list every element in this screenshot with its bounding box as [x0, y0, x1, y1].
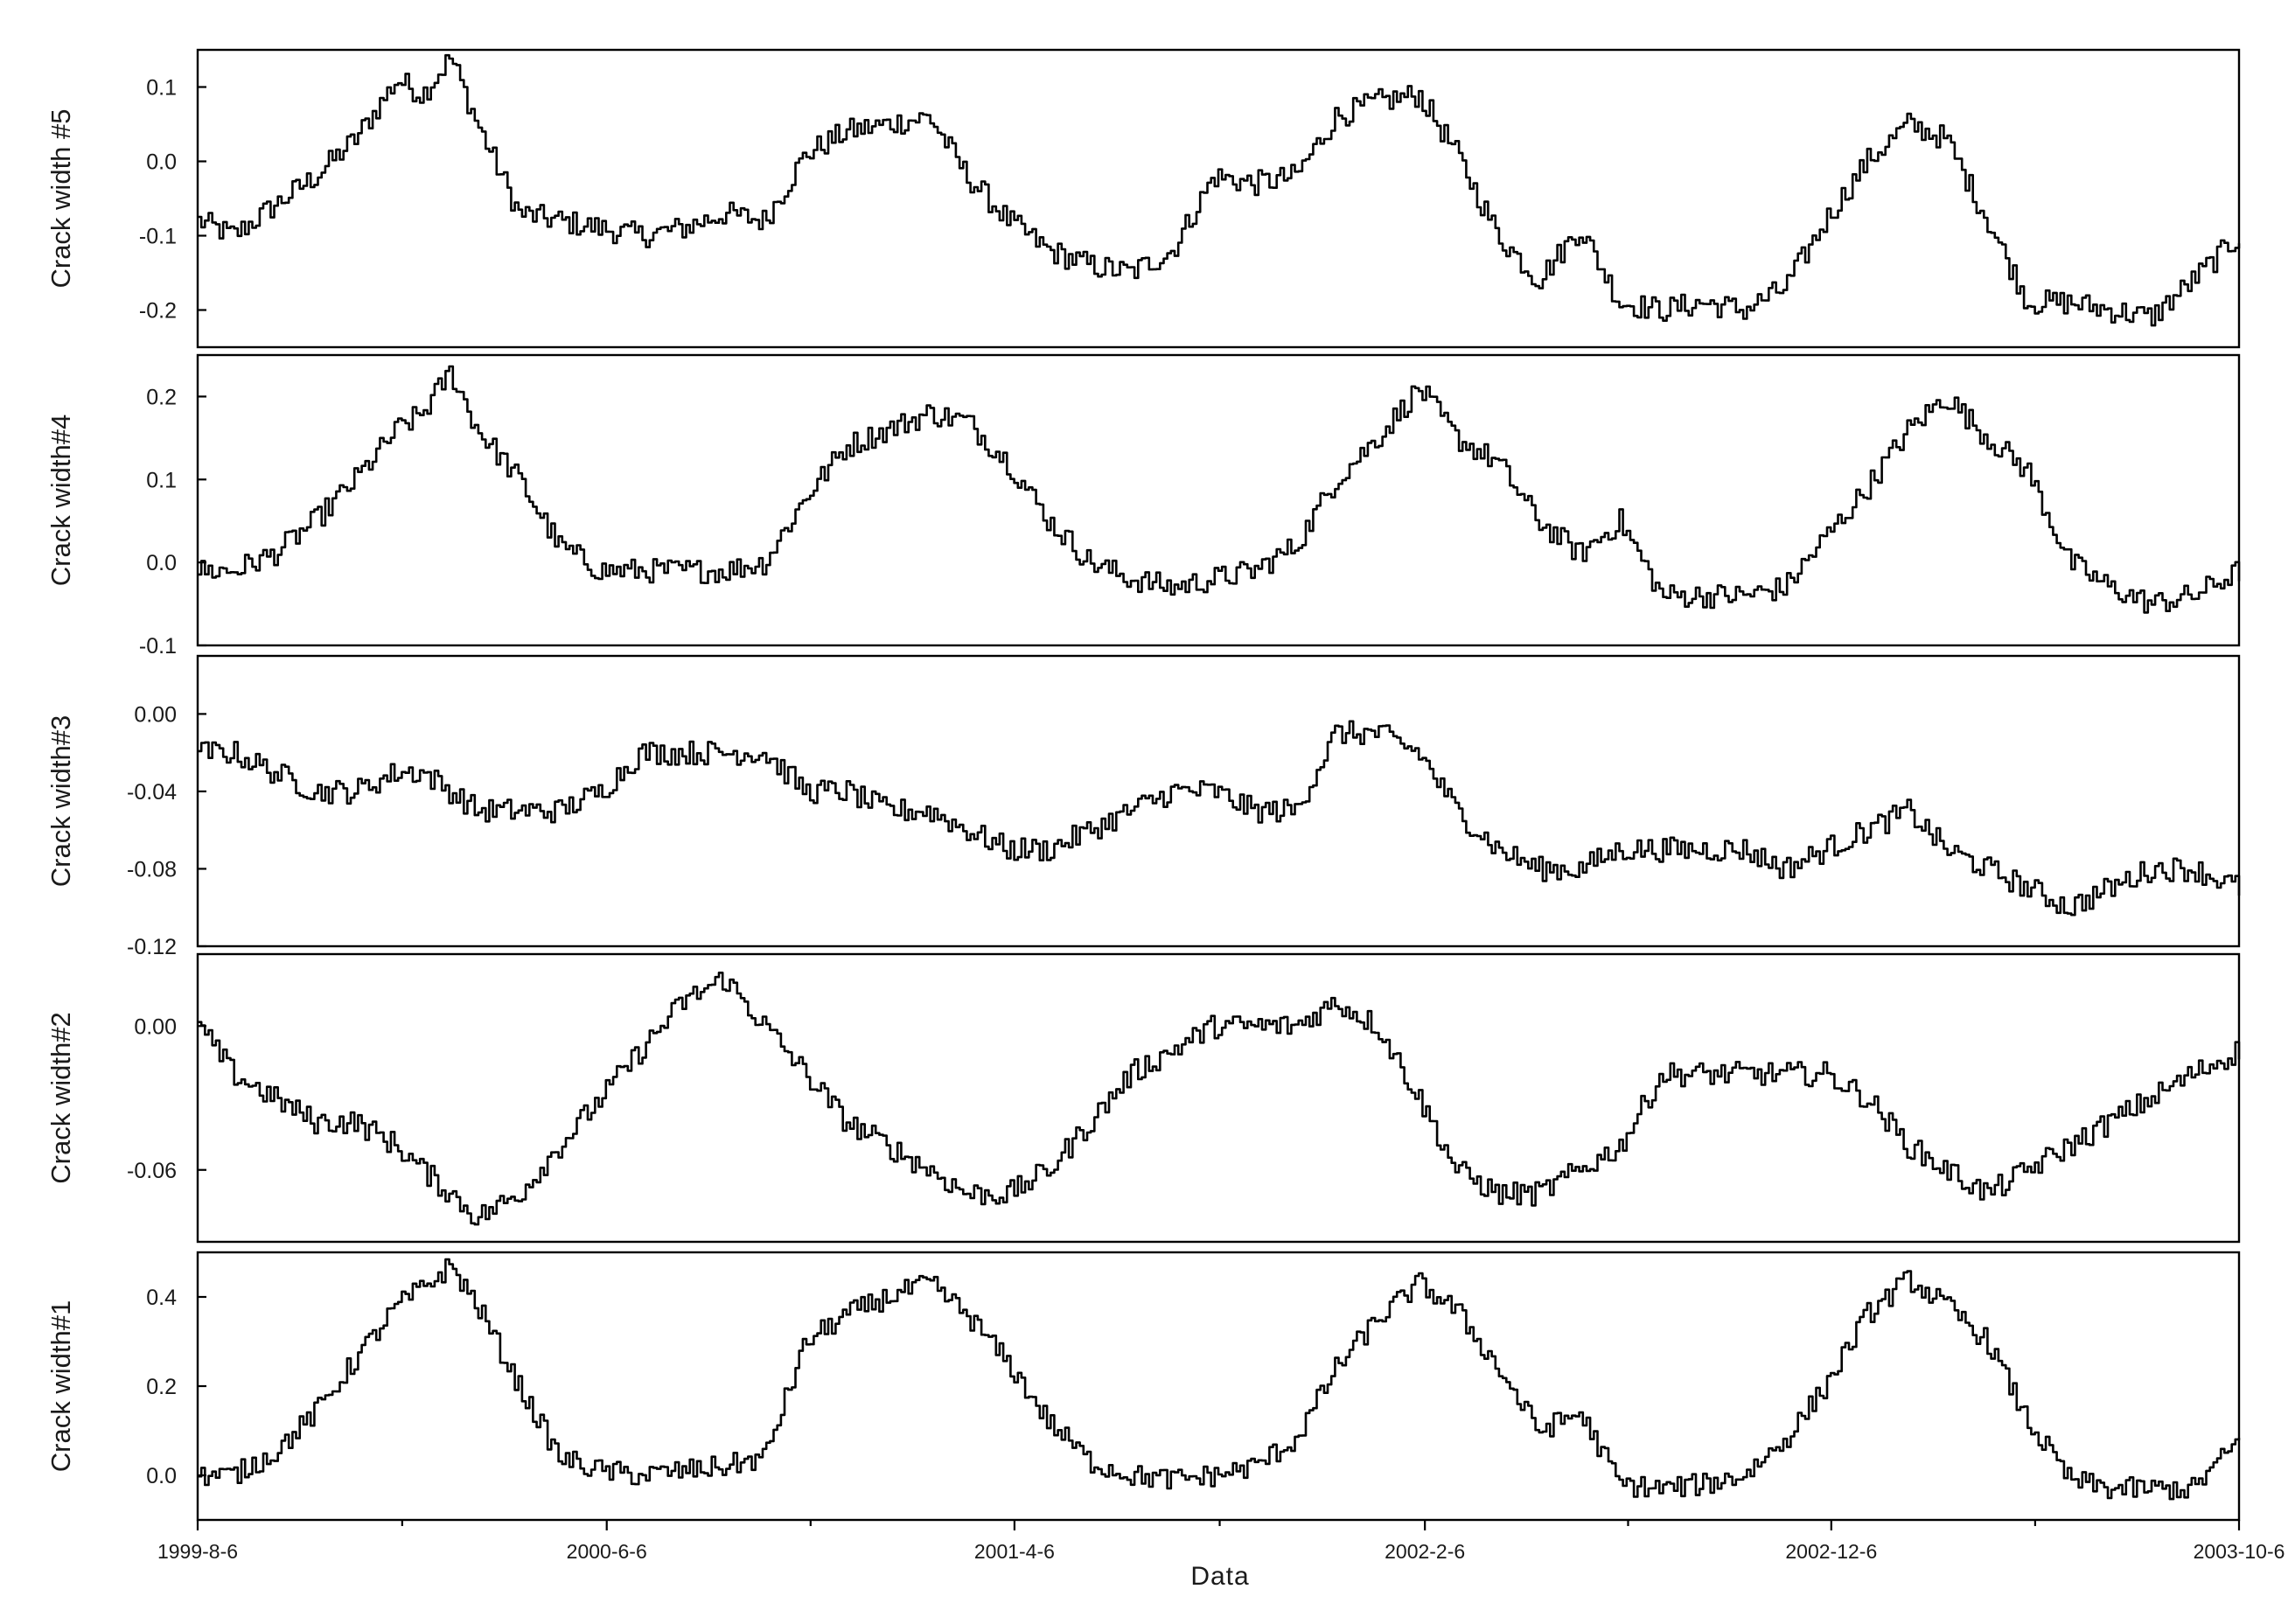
panel-1: 0.1 0.0 -0.1 -0.2 Crack width #5 [45, 48, 2241, 349]
panel-frame [196, 952, 2241, 1244]
y-axis-label: Crack width#1 [45, 1300, 76, 1472]
y-axis-label: Crack width #5 [45, 108, 76, 288]
y-tick-label: 0.1 [146, 468, 177, 492]
panel-4: 0.00 -0.06 Crack width#2 [45, 952, 2241, 1244]
y-tick-label: 0.2 [146, 385, 177, 409]
panel-5: 0.4 0.2 0.0 Crack width#1 [45, 1251, 2241, 1522]
x-tick-label: 2001-4-6 [974, 1540, 1055, 1563]
y-axis-label: Crack width#2 [45, 1012, 76, 1183]
y-axis-label: Crack width#4 [45, 415, 76, 586]
y-tick-label: -0.2 [139, 299, 177, 324]
series-line-3-1 [198, 720, 2241, 917]
panel-frame [196, 1251, 2241, 1522]
x-tick-label: 1999-8-6 [157, 1540, 238, 1563]
series-line-4-1 [198, 972, 2241, 1226]
series-line-5-1 [198, 1258, 2241, 1501]
y-tick-label: -0.1 [139, 225, 177, 249]
y-tick-label: 0.00 [134, 1014, 177, 1039]
y-tick-label: 0.2 [146, 1375, 177, 1399]
panel-2: 0.2 0.1 0.0 -0.1 Crack width#4 [45, 353, 2241, 659]
panel-3: 0.00 -0.04 -0.08 -0.12 Crack width#3 [45, 654, 2241, 959]
y-tick-label: 0.0 [146, 551, 177, 575]
y-tick-label: -0.08 [127, 857, 177, 882]
y-tick-label: -0.04 [127, 780, 177, 805]
panel-frame [196, 654, 2241, 948]
y-tick-label: -0.12 [127, 935, 177, 959]
x-tick-label: 2000-6-6 [567, 1540, 647, 1563]
y-tick-label: 0.4 [146, 1286, 177, 1310]
panel-frame [196, 48, 2241, 349]
series-line-2-1 [198, 365, 2241, 614]
y-tick-label: 0.00 [134, 702, 177, 727]
x-tick-label: 2002-12-6 [1785, 1540, 1877, 1563]
y-axis-label: Crack width#3 [45, 715, 76, 887]
y-tick-label: -0.1 [139, 634, 177, 659]
panel-frame [196, 353, 2241, 647]
series-line-1-1 [198, 53, 2241, 327]
x-axis-label: Data [1190, 1562, 1249, 1591]
y-tick-label: 0.0 [146, 150, 177, 175]
x-tick-label: 2003-10-6 [2194, 1540, 2285, 1563]
y-tick-label: 0.0 [146, 1464, 177, 1488]
y-tick-label: 0.1 [146, 76, 177, 101]
x-tick-label: 2002-2-6 [1385, 1540, 1465, 1563]
y-tick-label: -0.06 [127, 1159, 177, 1183]
